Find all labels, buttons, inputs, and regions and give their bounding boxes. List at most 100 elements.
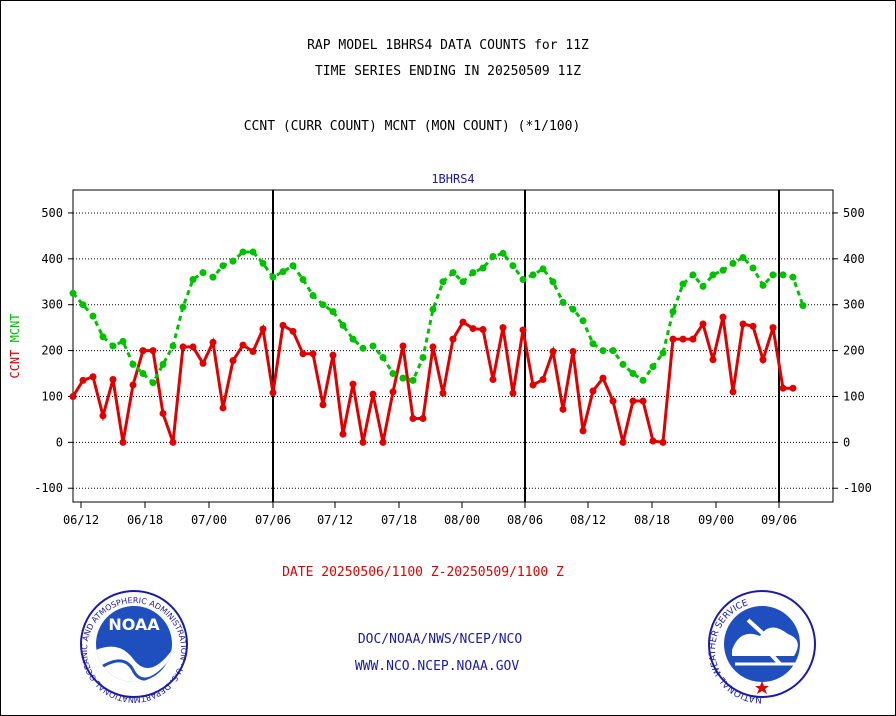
data-point-mcnt: [709, 271, 717, 279]
data-point-mcnt: [159, 360, 167, 368]
x-tick-label: 07/06: [255, 513, 291, 527]
data-point-ccnt: [769, 324, 777, 332]
data-point-mcnt: [649, 363, 657, 371]
data-point-mcnt: [229, 257, 237, 265]
data-point-mcnt: [609, 347, 617, 355]
data-point-mcnt: [79, 301, 87, 309]
data-point-mcnt: [99, 333, 107, 341]
data-point-ccnt: [269, 389, 277, 397]
data-point-ccnt: [679, 335, 687, 343]
data-point-mcnt: [549, 278, 557, 286]
x-tick-label: 06/12: [63, 513, 99, 527]
y-tick-label-left: -100: [34, 481, 63, 495]
data-point-ccnt: [479, 325, 487, 333]
data-point-ccnt: [309, 350, 317, 358]
data-point-ccnt: [639, 397, 647, 405]
data-point-ccnt: [569, 348, 577, 356]
data-point-mcnt: [789, 273, 797, 281]
data-point-mcnt: [679, 280, 687, 288]
data-point-mcnt: [579, 317, 587, 325]
data-point-ccnt: [299, 350, 307, 358]
data-point-mcnt: [329, 308, 337, 316]
data-point-ccnt: [589, 387, 597, 395]
y-tick-label-right: 300: [843, 298, 865, 312]
y-tick-label-left: 200: [41, 344, 63, 358]
data-point-mcnt: [429, 305, 437, 313]
data-point-ccnt: [279, 321, 287, 329]
data-point-ccnt: [519, 326, 527, 334]
data-point-ccnt: [529, 381, 537, 389]
data-point-ccnt: [709, 356, 717, 364]
data-point-mcnt: [719, 266, 727, 274]
data-point-ccnt: [409, 414, 417, 422]
x-tick-label: 07/00: [191, 513, 227, 527]
data-point-ccnt: [379, 438, 387, 446]
data-point-mcnt: [369, 342, 377, 350]
y-tick-label-left: 400: [41, 252, 63, 266]
data-point-mcnt: [459, 278, 467, 286]
data-point-ccnt: [549, 348, 557, 356]
data-point-mcnt: [669, 308, 677, 316]
data-point-mcnt: [539, 265, 547, 273]
y-axis-label-ccnt: CCNT: [8, 350, 22, 379]
data-point-mcnt: [139, 370, 147, 378]
data-point-ccnt: [699, 320, 707, 328]
y-tick-label-right: -100: [843, 481, 872, 495]
data-point-mcnt: [729, 259, 737, 267]
data-point-mcnt: [689, 271, 697, 279]
data-point-mcnt: [559, 298, 567, 306]
data-point-mcnt: [209, 273, 217, 281]
data-point-ccnt: [499, 324, 507, 332]
chart-title-line1: RAP MODEL 1BHRS4 DATA COUNTS for 11Z: [307, 38, 589, 53]
data-point-ccnt: [419, 414, 427, 422]
data-point-ccnt: [539, 375, 547, 383]
data-point-mcnt: [529, 271, 537, 279]
data-point-mcnt: [399, 374, 407, 382]
data-point-mcnt: [699, 282, 707, 290]
data-point-ccnt: [739, 320, 747, 328]
y-tick-label-left: 100: [41, 389, 63, 403]
data-point-mcnt: [759, 281, 767, 289]
data-point-ccnt: [559, 405, 567, 413]
data-point-mcnt: [779, 271, 787, 279]
data-point-ccnt: [149, 347, 157, 355]
data-point-ccnt: [179, 343, 187, 351]
data-point-ccnt: [369, 390, 377, 398]
date-range-label: DATE 20250506/1100 Z-20250509/1100 Z: [282, 565, 564, 580]
y-axis-label-mcnt: MCNT: [8, 313, 22, 349]
series-line-ccnt: [71, 316, 793, 445]
data-point-ccnt: [399, 342, 407, 350]
data-point-mcnt: [469, 269, 477, 277]
chart-title-line2: TIME SERIES ENDING IN 20250509 11Z: [314, 64, 582, 79]
data-point-ccnt: [169, 438, 177, 446]
x-tick-label: 08/06: [507, 513, 543, 527]
data-point-ccnt: [339, 430, 347, 438]
data-point-ccnt: [459, 318, 467, 326]
x-tick-label: 08/18: [634, 513, 670, 527]
data-point-ccnt: [239, 341, 247, 349]
x-tick-label: 09/06: [761, 513, 797, 527]
data-point-ccnt: [789, 384, 797, 392]
data-point-mcnt: [199, 269, 207, 277]
data-point-mcnt: [299, 275, 307, 283]
data-point-mcnt: [599, 347, 607, 355]
data-point-mcnt: [219, 262, 227, 270]
data-point-ccnt: [209, 338, 217, 346]
data-point-ccnt: [89, 373, 97, 381]
data-point-mcnt: [119, 337, 127, 345]
data-point-ccnt: [359, 438, 367, 446]
data-point-mcnt: [769, 271, 777, 279]
x-tick-label: 08/12: [570, 513, 606, 527]
data-point-mcnt: [109, 342, 117, 350]
data-point-mcnt: [659, 349, 667, 357]
data-point-ccnt: [629, 397, 637, 405]
y-tick-label-right: 200: [843, 344, 865, 358]
org-line: DOC/NOAA/NWS/NCEP/NCO: [357, 632, 523, 647]
data-point-ccnt: [199, 359, 207, 367]
y-axis-label: CCNT MCNT: [8, 313, 22, 378]
data-point-mcnt: [149, 379, 157, 387]
data-point-ccnt: [119, 438, 127, 446]
website-link[interactable]: WWW.NCO.NCEP.NOAA.GOV: [354, 659, 520, 674]
data-point-mcnt: [349, 335, 357, 343]
data-point-mcnt: [639, 376, 647, 384]
